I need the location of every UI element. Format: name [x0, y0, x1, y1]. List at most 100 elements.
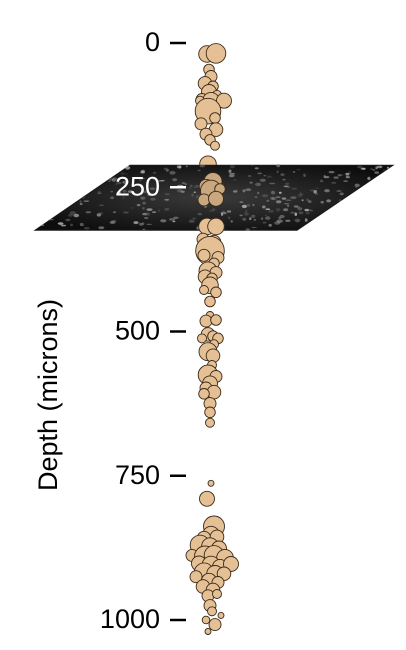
plane-speckle [251, 226, 257, 229]
plane-speckle [253, 218, 257, 221]
cell-point [209, 112, 221, 124]
plane-speckle [138, 222, 144, 226]
plane-speckle [239, 214, 243, 217]
plane-speckle [265, 216, 271, 220]
plane-speckle [320, 200, 324, 204]
plane-speckle [85, 211, 92, 214]
plane-speckle [65, 218, 71, 222]
plane-speckle [336, 190, 342, 192]
plane-speckle [331, 181, 337, 184]
plane-speckle [292, 171, 296, 173]
plane-speckle [386, 166, 390, 169]
plane-speckle [252, 204, 255, 206]
cell-point [199, 285, 209, 295]
plane-speckle [357, 165, 363, 169]
plane-speckle [263, 175, 267, 177]
cell-point [205, 417, 215, 428]
plane-speckle [70, 223, 73, 227]
plane-speckle [296, 168, 301, 171]
plane-speckle [188, 186, 192, 190]
cell-point [208, 190, 224, 207]
plane-speckle [281, 197, 287, 200]
plane-speckle [125, 166, 131, 170]
plane-speckle [110, 191, 114, 193]
cell-point [207, 217, 225, 236]
plane-speckle [209, 209, 215, 212]
cell-points-below-plane [185, 172, 239, 635]
plane-speckle [118, 192, 122, 194]
plane-speckle [163, 167, 168, 170]
plane-speckle [249, 181, 253, 184]
plane-speckle [150, 197, 156, 201]
cell-point [210, 140, 220, 151]
y-tick-1000: 1000 [100, 604, 186, 634]
cell-point [189, 570, 203, 584]
plane-speckle [251, 164, 254, 166]
plane-speckle [286, 205, 290, 207]
plane-speckle [140, 177, 145, 180]
plane-speckle [297, 207, 303, 211]
plane-speckle [354, 183, 360, 187]
plane-speckle [157, 209, 161, 212]
y-tick-750: 750 [115, 460, 186, 490]
plane-speckle [199, 164, 206, 168]
plane-speckle [146, 223, 152, 225]
plane-speckle [296, 220, 300, 223]
plane-speckle [184, 183, 187, 186]
plane-speckle [98, 226, 105, 230]
plane-speckle [370, 168, 374, 170]
cell-point [199, 314, 213, 328]
plane-speckle [276, 163, 281, 168]
cell-point [194, 117, 208, 131]
plane-speckle [284, 202, 290, 205]
plane-speckle [377, 165, 383, 169]
plane-speckle [164, 198, 170, 201]
plane-speckle [276, 170, 279, 174]
cell-point [205, 43, 227, 64]
plane-speckle [144, 217, 149, 219]
plane-speckle [293, 211, 295, 214]
plane-speckle [164, 193, 170, 196]
cell-point [199, 490, 215, 507]
plane-speckle [239, 201, 244, 203]
plane-speckle [142, 212, 148, 216]
cell-point [216, 92, 232, 109]
plane-speckle [122, 189, 127, 193]
plane-speckle [360, 167, 366, 170]
y-tick-label: 1000 [100, 604, 160, 634]
plane-speckle [40, 224, 45, 227]
plane-speckle [324, 189, 330, 193]
plane-speckle [345, 172, 350, 175]
plane-speckle [147, 193, 154, 196]
plane-speckle [290, 211, 294, 214]
plane-speckle [244, 212, 249, 216]
plane-speckle [228, 173, 235, 178]
plane-speckle [146, 208, 153, 212]
plane-speckle [48, 218, 54, 221]
plane-speckle [142, 228, 146, 230]
plane-speckle [251, 214, 256, 218]
plane-speckle [157, 179, 162, 183]
plane-speckle [333, 176, 339, 179]
cell-point [208, 618, 222, 632]
plane-speckle [315, 187, 319, 189]
plane-speckle [338, 174, 342, 177]
plane-speckle [375, 166, 378, 170]
plane-speckle [112, 177, 118, 181]
plane-speckle [57, 222, 64, 225]
plane-speckle [60, 224, 67, 227]
plane-speckle [138, 178, 143, 182]
plane-speckle [79, 203, 83, 205]
cell-point [210, 314, 222, 326]
plane-speckle [301, 199, 304, 202]
plane-speckle [127, 190, 134, 194]
plane-speckle [328, 170, 335, 174]
plane-speckle [282, 178, 286, 181]
plane-speckle [152, 172, 157, 174]
plane-speckle [221, 212, 223, 216]
plane-speckle [323, 176, 330, 179]
plane-speckle [249, 217, 252, 221]
plane-speckle [271, 197, 277, 201]
plane-speckle [152, 211, 157, 213]
cell-point [212, 589, 222, 599]
